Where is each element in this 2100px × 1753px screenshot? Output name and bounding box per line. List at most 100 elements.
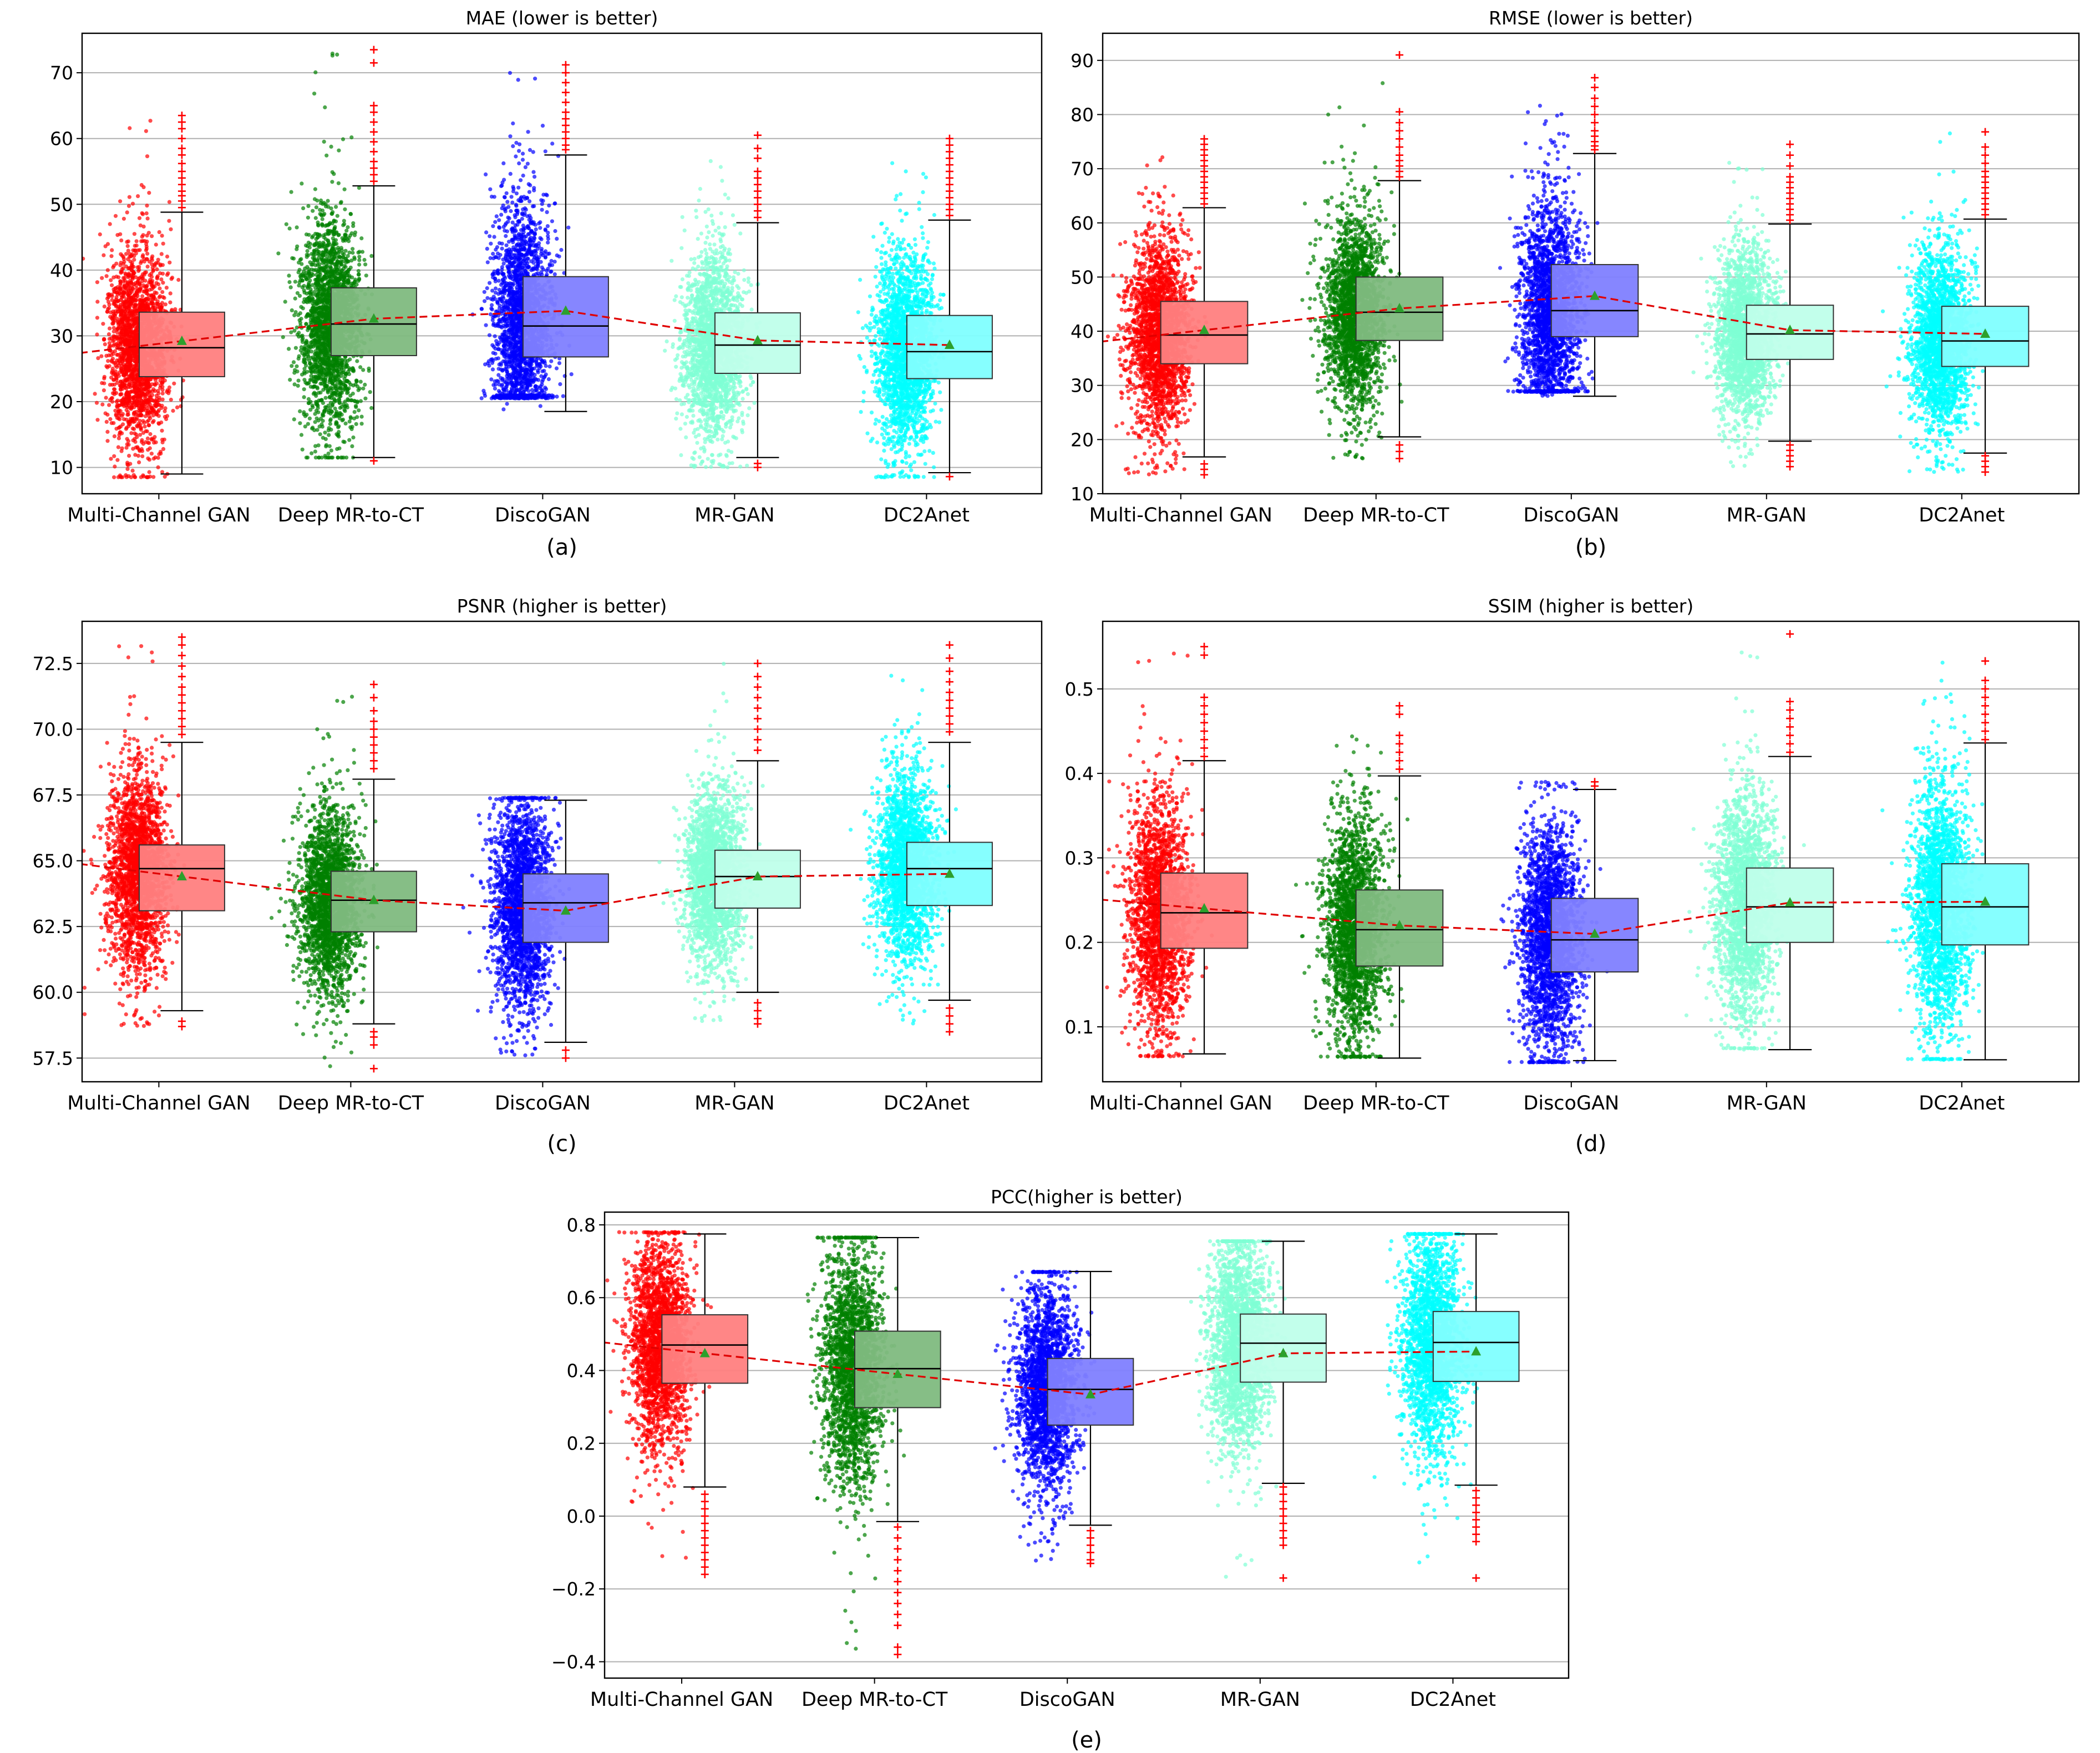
x-tick-label: Deep MR-to-CT [1303,1092,1449,1114]
panel-caption: (a) [546,535,577,560]
mean-marker [752,335,763,344]
chart-panel-1: 10 20 30 40 50 60 70 80 90 Multi-Channel GAN Deep … [1071,7,2080,560]
mean-marker [699,1347,710,1357]
series-4 [1372,1232,1520,1582]
axes-frame [1102,32,2080,495]
mean-marker [560,305,571,315]
mean-marker [1278,1347,1289,1357]
mean-marker [944,868,955,878]
x-tick-label: Multi-Channel GAN [1089,1092,1272,1114]
outlier-markers [894,1523,902,1659]
x-tick-label: DC2Anet [884,1092,970,1114]
mean-trend-line [1103,899,1986,935]
axes-frame [81,32,1043,495]
mean-marker [1590,290,1600,300]
x-tick-label: DC2Anet [1919,1092,2005,1114]
mean-marker [560,905,571,915]
series-4 [1880,657,2030,1062]
y-tick-label: −0.2 [551,1578,596,1600]
y-tick-label: 20 [50,391,73,413]
x-tick-label: Multi-Channel GAN [67,504,250,526]
x-tick-label: Multi-Channel GAN [590,1689,773,1711]
x-tick-label: Deep MR-to-CT [802,1689,948,1711]
chart-panel-0: 10 20 30 40 50 60 70 Multi-Channel GAN Deep MR-t… [50,7,1043,560]
mean-trend-line [1103,295,1986,343]
mean-marker [1980,896,1991,906]
mean-marker [1590,928,1600,938]
y-tick-label: 60.0 [33,982,73,1004]
mean-marker [1394,920,1405,930]
outlier-markers [1472,1487,1480,1582]
y-tick-label: 10 [50,457,73,479]
y-tick-label: 40 [50,260,73,281]
outlier-markers [369,45,378,465]
outlier-markers [561,60,570,154]
series-0 [605,1230,749,1578]
mean-marker [752,871,763,881]
scatter-points [849,673,958,1026]
mean-marker [368,894,379,904]
mean-marker [892,1369,903,1379]
mean-marker [1199,325,1210,335]
x-tick-label: Multi-Channel GAN [1089,504,1272,526]
series-3 [1684,630,1834,1052]
series-4 [856,134,993,481]
outlier-markers [1786,630,1794,757]
outlier-markers [1591,778,1599,790]
outlier-markers [177,112,186,212]
mean-marker [1199,903,1210,913]
x-tick-label: MR-GAN [1220,1689,1300,1711]
outlier-markers [1591,74,1599,154]
panel-caption: (d) [1575,1131,1607,1157]
mean-trend-line [82,863,950,912]
x-tick-label: MR-GAN [1727,504,1807,526]
y-tick-label: 30 [50,325,73,347]
axes-frame [603,1211,1570,1679]
chart-title: PSNR (higher is better) [457,595,667,617]
x-tick-label: DC2Anet [1919,504,2005,526]
y-tick-label: 80 [1071,104,1094,125]
y-tick-label: 60 [50,128,73,150]
series-1 [805,1235,941,1659]
y-tick-label: 50 [1071,266,1094,288]
outlier-markers [1279,1483,1287,1582]
y-tick-label: 30 [1071,375,1094,397]
x-tick-label: DC2Anet [884,504,970,526]
mean-trend-line [82,310,950,354]
x-tick-label: Deep MR-to-CT [1303,504,1449,526]
x-tick-label: MR-GAN [694,504,774,526]
y-tick-label: 70.0 [33,718,73,740]
y-tick-label: 50 [50,194,73,215]
scatter-points [82,644,186,1028]
series-4 [849,641,993,1036]
y-tick-label: 62.5 [33,916,73,938]
chart-panel-3: 0.1 0.2 0.3 0.4 0.5 Multi-Channel GAN Deep MR-… [1065,595,2080,1157]
series-2 [1499,778,1639,1065]
mean-marker [1785,325,1795,335]
x-tick-label: DiscoGAN [495,1092,591,1114]
outlier-markers [1396,51,1404,463]
outlier-markers [945,641,953,1036]
y-tick-label: 0.2 [1065,932,1094,954]
y-tick-label: 20 [1071,429,1094,450]
x-tick-label: Deep MR-to-CT [278,1092,424,1114]
chart-title: PCC(higher is better) [991,1186,1183,1208]
chart-title: RMSE (lower is better) [1489,7,1693,29]
outlier-markers [561,1046,570,1062]
outlier-markers [701,1490,709,1578]
panel-caption: (c) [547,1131,576,1157]
series-2 [993,1269,1134,1568]
outlier-markers [1786,140,1794,471]
x-tick-label: DiscoGAN [1523,504,1619,526]
series-1 [1294,702,1444,1060]
x-tick-label: Deep MR-to-CT [278,504,424,526]
mean-trend-line [605,1341,1477,1396]
mean-marker [944,340,955,349]
y-tick-label: 67.5 [33,784,73,806]
chart-title: SSIM (higher is better) [1488,595,1694,617]
y-tick-label: 0.4 [567,1360,596,1381]
chart-panel-4: −0.4 −0.2 0.0 0.2 0.4 0.6 0.8 Multi-Channel GAN… [551,1186,1570,1753]
y-tick-label: 0.3 [1065,847,1094,869]
y-tick-label: 40 [1071,321,1094,342]
